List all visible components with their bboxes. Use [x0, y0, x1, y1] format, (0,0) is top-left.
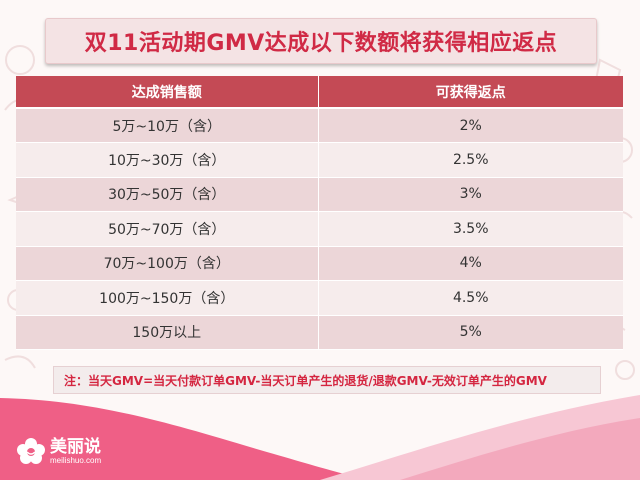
cell-sales-range: 100万~150万（含）	[16, 280, 319, 316]
table-header-row: 达成销售额 可获得返点	[16, 76, 623, 109]
cell-sales-range: 10万~30万（含）	[16, 142, 319, 178]
table-row: 70万~100万（含） 4%	[16, 246, 623, 281]
page-title: 双11活动期GMV达成以下数额将获得相应返点	[84, 31, 558, 56]
cell-rebate: 2%	[318, 108, 623, 143]
table-row: 30万~50万（含） 3%	[16, 177, 623, 212]
brand-name: 美丽说	[50, 437, 101, 457]
cell-rebate: 5%	[318, 315, 623, 350]
title-banner: 双11活动期GMV达成以下数额将获得相应返点	[45, 18, 597, 64]
cell-rebate: 4.5%	[318, 280, 623, 316]
cell-rebate: 4%	[318, 246, 623, 281]
header-sales-amount: 达成销售额	[16, 76, 319, 109]
brand-logo: 美丽说 meilishuo.com	[14, 432, 134, 472]
cell-rebate: 3.5%	[318, 211, 623, 247]
footnote-box: 注：当天GMV=当天付款订单GMV-当天订单产生的退货/退款GMV-无效订单产生…	[53, 366, 601, 394]
cell-sales-range: 150万以上	[16, 315, 319, 350]
cell-rebate: 3%	[318, 177, 623, 212]
brand-url: meilishuo.com	[50, 456, 102, 465]
rebate-table: 达成销售额 可获得返点 5万~10万（含） 2% 10万~30万（含） 2.5%…	[16, 76, 623, 350]
table-row: 10万~30万（含） 2.5%	[16, 142, 623, 178]
footnote-text: 注：当天GMV=当天付款订单GMV-当天订单产生的退货/退款GMV-无效订单产生…	[64, 373, 547, 388]
cell-sales-range: 70万~100万（含）	[16, 246, 319, 281]
cell-sales-range: 30万~50万（含）	[16, 177, 319, 212]
table-row: 150万以上 5%	[16, 315, 623, 350]
cell-sales-range: 50万~70万（含）	[16, 211, 319, 247]
flower-logo-icon	[17, 438, 45, 464]
cell-rebate: 2.5%	[318, 142, 623, 178]
header-rebate: 可获得返点	[318, 76, 623, 109]
table-row: 50万~70万（含） 3.5%	[16, 211, 623, 247]
table-row: 5万~10万（含） 2%	[16, 108, 623, 143]
cell-sales-range: 5万~10万（含）	[16, 108, 319, 143]
table-row: 100万~150万（含） 4.5%	[16, 280, 623, 316]
